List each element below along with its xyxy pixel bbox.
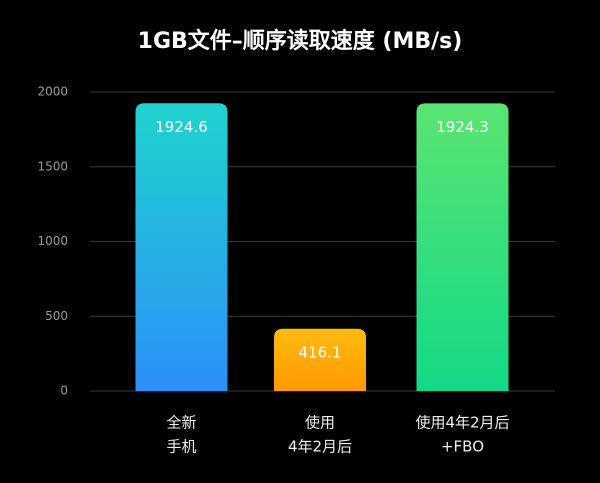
x-tick-label: 全新 — [166, 414, 196, 432]
x-tick-label: 使用4年2月后 — [415, 414, 509, 432]
value-label: 416.1 — [299, 343, 342, 361]
chart-title: 1GB文件–顺序读取速度 (MB/s) — [138, 28, 463, 54]
y-tick-label: 2000 — [37, 85, 68, 99]
y-tick-label: 0 — [60, 384, 68, 398]
x-tick-label: 手机 — [166, 438, 196, 456]
value-label: 1924.6 — [155, 118, 208, 136]
bar — [135, 103, 228, 391]
x-tick-label: +FBO — [441, 438, 484, 456]
x-tick-label: 使用 — [305, 414, 335, 432]
bar — [274, 328, 366, 391]
bar — [416, 103, 509, 392]
y-tick-label: 500 — [45, 309, 68, 323]
x-tick-label: 4年2月后 — [288, 438, 352, 456]
y-tick-label: 1500 — [37, 159, 68, 173]
y-tick-label: 1000 — [37, 234, 68, 248]
value-label: 1924.3 — [436, 118, 489, 136]
